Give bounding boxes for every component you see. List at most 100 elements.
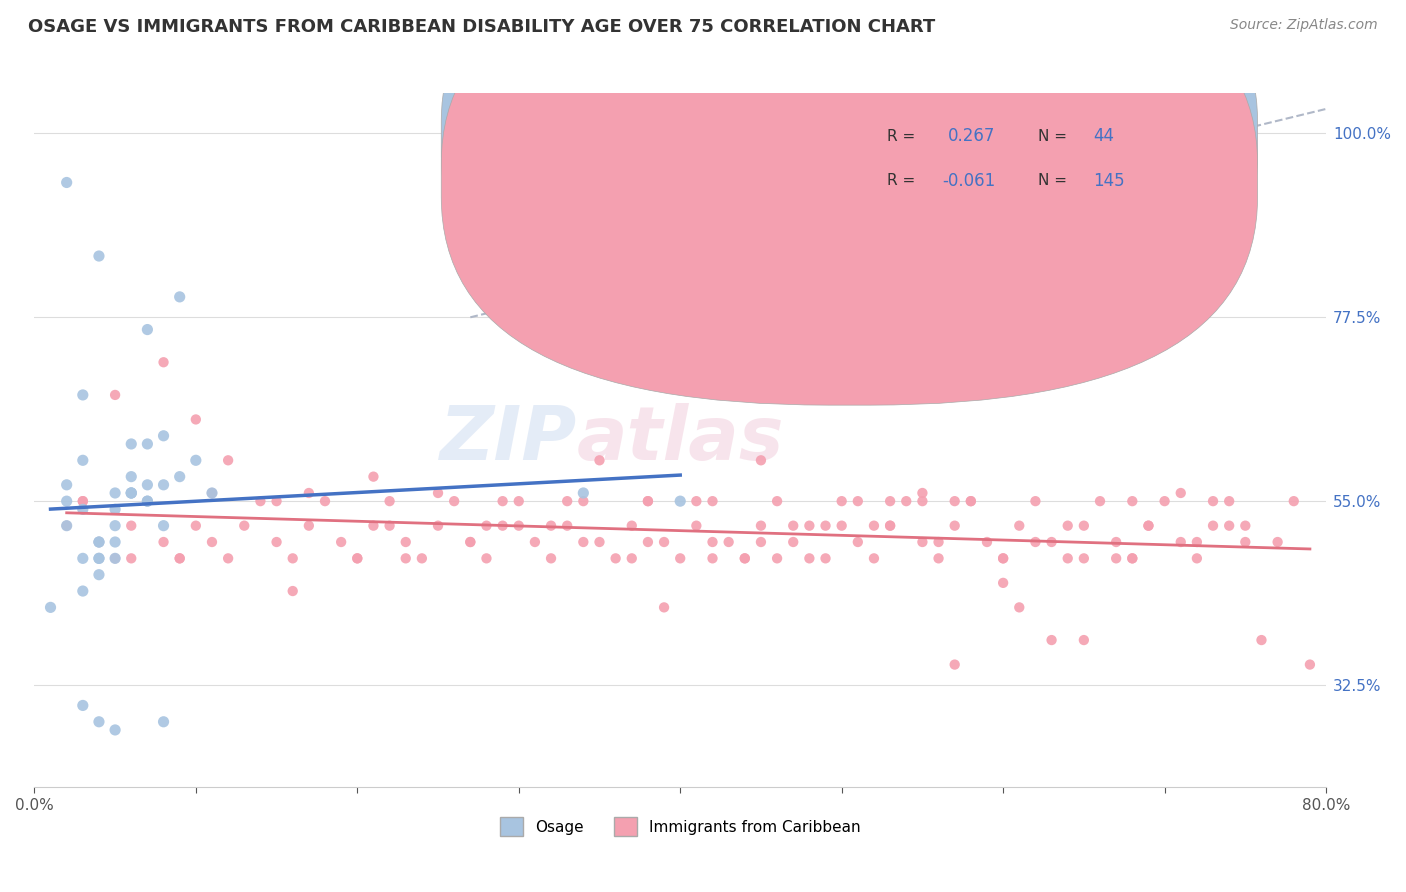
Point <box>233 518 256 533</box>
Point <box>298 486 321 500</box>
Point <box>588 535 610 549</box>
Point <box>1040 535 1063 549</box>
Point <box>879 518 901 533</box>
Point <box>152 535 174 549</box>
Point <box>87 535 110 549</box>
Point <box>1024 494 1046 508</box>
Point <box>943 518 966 533</box>
Point <box>685 518 707 533</box>
Point <box>605 551 627 566</box>
Point <box>266 494 288 508</box>
Point <box>217 551 239 566</box>
Point <box>87 535 110 549</box>
Point <box>152 518 174 533</box>
Point <box>555 494 578 508</box>
Point <box>169 551 191 566</box>
Point <box>363 518 385 533</box>
Point <box>508 494 530 508</box>
Point <box>1170 486 1192 500</box>
Point <box>136 494 159 508</box>
Point <box>991 551 1014 566</box>
Point <box>120 437 142 451</box>
Point <box>572 494 595 508</box>
Point <box>863 518 886 533</box>
Point <box>702 551 724 566</box>
Point <box>136 494 159 508</box>
Point <box>879 518 901 533</box>
Point <box>1073 633 1095 648</box>
Point <box>460 535 482 549</box>
Point <box>928 551 950 566</box>
Point <box>1170 535 1192 549</box>
Point <box>120 486 142 500</box>
Point <box>87 535 110 549</box>
Point <box>55 494 77 508</box>
Point <box>184 453 207 467</box>
Point <box>104 551 127 566</box>
Point <box>87 567 110 582</box>
Point <box>298 518 321 533</box>
Point <box>831 518 853 533</box>
Point <box>87 714 110 729</box>
Point <box>717 535 740 549</box>
Point <box>814 518 837 533</box>
Point <box>749 518 772 533</box>
Point <box>120 469 142 483</box>
Point <box>55 176 77 190</box>
Point <box>152 429 174 443</box>
Point <box>363 469 385 483</box>
Text: OSAGE VS IMMIGRANTS FROM CARIBBEAN DISABILITY AGE OVER 75 CORRELATION CHART: OSAGE VS IMMIGRANTS FROM CARIBBEAN DISAB… <box>28 18 935 36</box>
Point <box>1008 518 1031 533</box>
Point <box>1218 494 1240 508</box>
Text: R =: R = <box>887 173 920 188</box>
Point <box>346 551 368 566</box>
Point <box>669 551 692 566</box>
Point <box>928 535 950 549</box>
Point <box>637 535 659 549</box>
Point <box>702 535 724 549</box>
Point <box>911 494 934 508</box>
Point <box>104 723 127 737</box>
Point <box>136 478 159 492</box>
Point <box>330 535 353 549</box>
Text: N =: N = <box>1038 173 1071 188</box>
Point <box>734 551 756 566</box>
Point <box>104 551 127 566</box>
Point <box>201 535 224 549</box>
Point <box>620 518 643 533</box>
Point <box>491 494 513 508</box>
Point <box>120 486 142 500</box>
Point <box>766 494 789 508</box>
Point <box>799 518 821 533</box>
Point <box>1073 551 1095 566</box>
Point <box>281 584 304 599</box>
Point <box>266 535 288 549</box>
Point <box>136 437 159 451</box>
Point <box>1202 518 1225 533</box>
Point <box>879 494 901 508</box>
Point <box>1299 657 1322 672</box>
Point <box>620 551 643 566</box>
Point <box>120 551 142 566</box>
Point <box>991 551 1014 566</box>
Point <box>555 518 578 533</box>
Point <box>702 494 724 508</box>
Point <box>378 494 401 508</box>
Point <box>1105 535 1128 549</box>
Point <box>72 494 94 508</box>
Point <box>1073 518 1095 533</box>
Point <box>411 551 433 566</box>
Point <box>72 551 94 566</box>
Point <box>169 469 191 483</box>
Point <box>395 551 418 566</box>
Point <box>863 551 886 566</box>
Point <box>1105 551 1128 566</box>
Point <box>1121 551 1143 566</box>
Point <box>72 698 94 713</box>
Point <box>1137 518 1160 533</box>
Point <box>669 494 692 508</box>
Point <box>55 518 77 533</box>
Point <box>491 518 513 533</box>
Point <box>55 518 77 533</box>
Point <box>1250 633 1272 648</box>
